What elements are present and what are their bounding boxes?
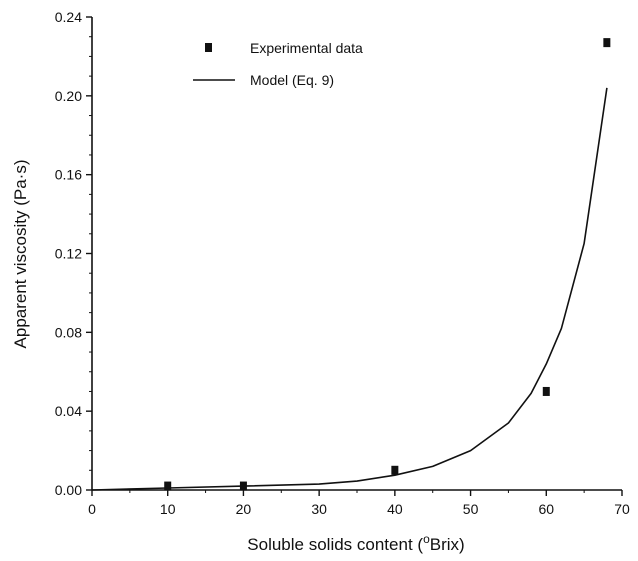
experimental-data-point [603,38,611,48]
x-axis-title-main: Soluble solids content ( [247,535,423,554]
legend-marker-swatch [205,43,212,52]
y-tick-label: 0.20 [55,88,82,104]
x-axis-title-unit: Brix) [430,535,465,554]
x-tick-label: 0 [88,501,96,517]
experimental-data-point [542,386,550,396]
legend-label-experimental: Experimental data [250,40,363,56]
y-tick-label: 0.12 [55,246,82,262]
x-axis-title: Soluble solids content (oBrix) [247,532,464,554]
y-axis-title: Apparent viscosity (Pa·s) [11,160,30,349]
y-tick-label: 0.04 [55,403,82,419]
x-tick-label: 70 [614,501,630,517]
experimental-data-point [164,481,172,491]
marker-layer [164,38,611,491]
y-tick-label: 0.08 [55,324,82,340]
x-tick-label: 50 [463,501,479,517]
x-tick-label: 20 [236,501,252,517]
y-ticks: 0.00 0.04 0.08 0.12 0.16 0.20 0.24 [55,9,92,498]
experimental-data-point [391,465,399,475]
legend-label-model: Model (Eq. 9) [250,72,334,88]
x-axis-title-degree: o [423,532,430,546]
y-tick-label: 0.16 [55,167,82,183]
x-tick-label: 30 [311,501,327,517]
experimental-data-point [239,481,247,491]
x-tick-label: 10 [160,501,176,517]
x-tick-label: 60 [538,501,554,517]
x-ticks: 0 10 20 30 40 50 60 70 [88,490,630,517]
plot-frame [91,17,622,491]
y-tick-label: 0.00 [55,482,82,498]
model-layer [91,87,608,491]
legend: Experimental data Model (Eq. 9) [193,40,363,88]
model-curve [91,87,608,491]
x-tick-label: 40 [387,501,403,517]
y-tick-label: 0.24 [55,9,82,25]
